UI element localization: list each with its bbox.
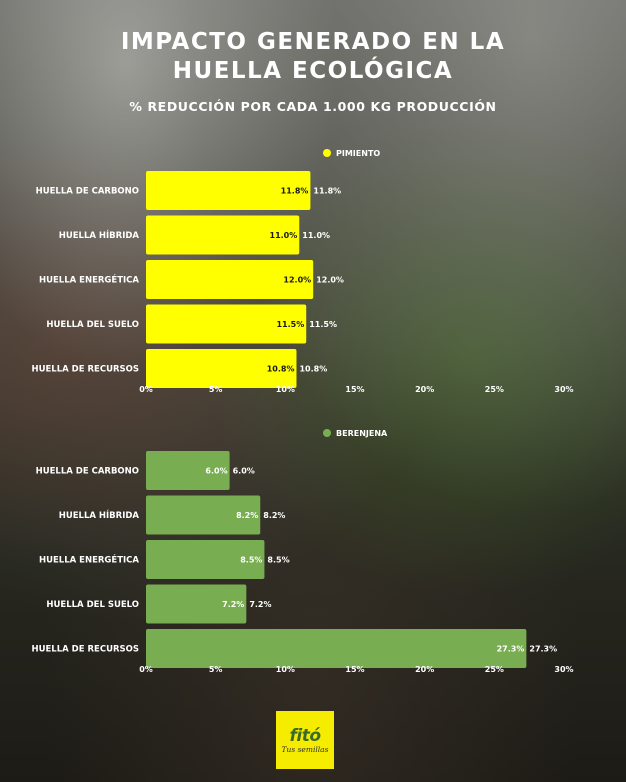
data-label-inside: 11.5% bbox=[276, 320, 304, 329]
data-label: 8.5% bbox=[267, 556, 289, 565]
bar bbox=[146, 304, 307, 344]
legend-marker bbox=[323, 149, 331, 157]
data-label: 10.8% bbox=[299, 365, 327, 374]
x-tick-label: 25% bbox=[485, 385, 504, 394]
data-label: 7.2% bbox=[249, 600, 271, 609]
bar bbox=[146, 540, 265, 579]
legend: BERENJENA bbox=[323, 429, 388, 438]
x-tick-label: 30% bbox=[554, 385, 573, 394]
bar bbox=[146, 171, 311, 210]
category-label: HUELLA DE RECURSOS bbox=[31, 365, 139, 375]
data-label: 6.0% bbox=[233, 467, 255, 476]
data-label: 11.5% bbox=[309, 320, 337, 329]
x-tick-label: 10% bbox=[276, 665, 295, 674]
x-tick-label: 5% bbox=[209, 665, 223, 674]
x-tick-label: 5% bbox=[209, 385, 223, 394]
logo-tagline: Tus semillas bbox=[281, 744, 329, 754]
category-label: HUELLA DE CARBONO bbox=[36, 467, 139, 477]
data-label-inside: 11.0% bbox=[270, 231, 298, 240]
data-label-inside: 27.3% bbox=[497, 645, 525, 654]
bar bbox=[146, 495, 261, 535]
category-label: HUELLA ENERGÉTICA bbox=[39, 274, 139, 286]
category-label: HUELLA DE RECURSOS bbox=[31, 645, 139, 655]
category-label: HUELLA DEL SUELO bbox=[46, 320, 139, 330]
bar bbox=[146, 584, 247, 624]
bar bbox=[146, 629, 527, 668]
category-label: HUELLA HÍBRIDA bbox=[59, 509, 140, 521]
x-tick-label: 20% bbox=[415, 665, 434, 674]
bar bbox=[146, 349, 297, 388]
page-title: IMPACTO GENERADO EN LA HUELLA ECOLÓGICA bbox=[0, 28, 626, 86]
data-label-inside: 12.0% bbox=[283, 276, 311, 285]
data-label: 11.8% bbox=[313, 187, 341, 196]
logo-brand-text: fitó bbox=[289, 725, 321, 746]
data-label-inside: 8.5% bbox=[240, 556, 262, 565]
x-tick-label: 25% bbox=[485, 665, 504, 674]
data-label-inside: 6.0% bbox=[205, 467, 227, 476]
bar bbox=[146, 215, 300, 255]
data-label: 27.3% bbox=[529, 645, 557, 654]
category-label: HUELLA DE CARBONO bbox=[36, 187, 139, 197]
data-label: 11.0% bbox=[302, 231, 330, 240]
x-tick-label: 10% bbox=[276, 385, 295, 394]
x-tick-label: 20% bbox=[415, 385, 434, 394]
data-label-inside: 7.2% bbox=[222, 600, 244, 609]
data-label-inside: 11.8% bbox=[281, 187, 309, 196]
x-tick-label: 15% bbox=[345, 385, 364, 394]
category-label: HUELLA DEL SUELO bbox=[46, 600, 139, 610]
page-subtitle: % REDUCCIÓN POR CADA 1.000 KG PRODUCCIÓN bbox=[129, 99, 497, 114]
pimiento-chart: PIMIENTO HUELLA DE CARBONO 11.8% 11.8% HUELL… bbox=[31, 149, 574, 394]
title-line-1: IMPACTO GENERADO EN LA bbox=[120, 29, 506, 55]
legend: PIMIENTO bbox=[323, 149, 380, 158]
data-label-inside: 10.8% bbox=[267, 365, 295, 374]
x-tick-label: 0% bbox=[139, 665, 153, 674]
bar bbox=[146, 451, 230, 490]
x-tick-label: 0% bbox=[139, 385, 153, 394]
category-label: HUELLA ENERGÉTICA bbox=[39, 554, 139, 566]
data-label: 12.0% bbox=[316, 276, 344, 285]
legend-label: BERENJENA bbox=[336, 429, 388, 438]
data-label-inside: 8.2% bbox=[236, 511, 258, 520]
brand-logo: fitó Tus semillas bbox=[276, 711, 334, 769]
category-label: HUELLA HÍBRIDA bbox=[59, 229, 140, 241]
bar bbox=[146, 260, 314, 299]
data-label: 8.2% bbox=[263, 511, 285, 520]
x-tick-label: 15% bbox=[345, 665, 364, 674]
legend-marker bbox=[323, 429, 331, 437]
berenjena-chart: BERENJENA HUELLA DE CARBONO 6.0% 6.0% HUELLA… bbox=[31, 429, 574, 674]
legend-label: PIMIENTO bbox=[336, 149, 380, 158]
title-line-2: HUELLA ECOLÓGICA bbox=[172, 58, 454, 84]
x-tick-label: 30% bbox=[554, 665, 573, 674]
